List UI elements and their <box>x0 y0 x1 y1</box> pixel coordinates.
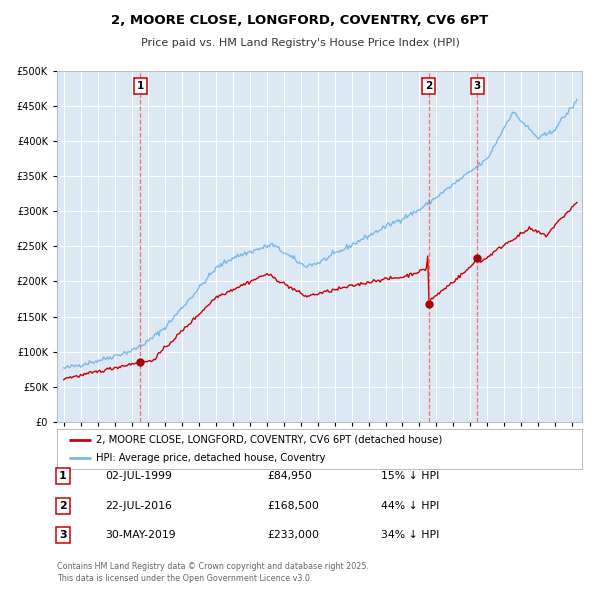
Text: 02-JUL-1999: 02-JUL-1999 <box>105 471 172 481</box>
Text: 22-JUL-2016: 22-JUL-2016 <box>105 501 172 510</box>
Text: 2, MOORE CLOSE, LONGFORD, COVENTRY, CV6 6PT: 2, MOORE CLOSE, LONGFORD, COVENTRY, CV6 … <box>112 14 488 27</box>
Text: 44% ↓ HPI: 44% ↓ HPI <box>381 501 439 510</box>
Text: 2, MOORE CLOSE, LONGFORD, COVENTRY, CV6 6PT (detached house): 2, MOORE CLOSE, LONGFORD, COVENTRY, CV6 … <box>97 435 443 445</box>
Text: £84,950: £84,950 <box>267 471 312 481</box>
Text: 34% ↓ HPI: 34% ↓ HPI <box>381 530 439 540</box>
Text: 3: 3 <box>473 81 481 91</box>
Text: £233,000: £233,000 <box>267 530 319 540</box>
Text: Contains HM Land Registry data © Crown copyright and database right 2025.
This d: Contains HM Land Registry data © Crown c… <box>57 562 369 583</box>
Text: HPI: Average price, detached house, Coventry: HPI: Average price, detached house, Cove… <box>97 453 326 463</box>
Text: 30-MAY-2019: 30-MAY-2019 <box>105 530 176 540</box>
Text: 1: 1 <box>59 471 67 481</box>
Text: £168,500: £168,500 <box>267 501 319 510</box>
Text: 2: 2 <box>425 81 433 91</box>
Text: 15% ↓ HPI: 15% ↓ HPI <box>381 471 439 481</box>
Text: 1: 1 <box>136 81 144 91</box>
Text: Price paid vs. HM Land Registry's House Price Index (HPI): Price paid vs. HM Land Registry's House … <box>140 38 460 48</box>
Text: 2: 2 <box>59 501 67 510</box>
Text: 3: 3 <box>59 530 67 540</box>
